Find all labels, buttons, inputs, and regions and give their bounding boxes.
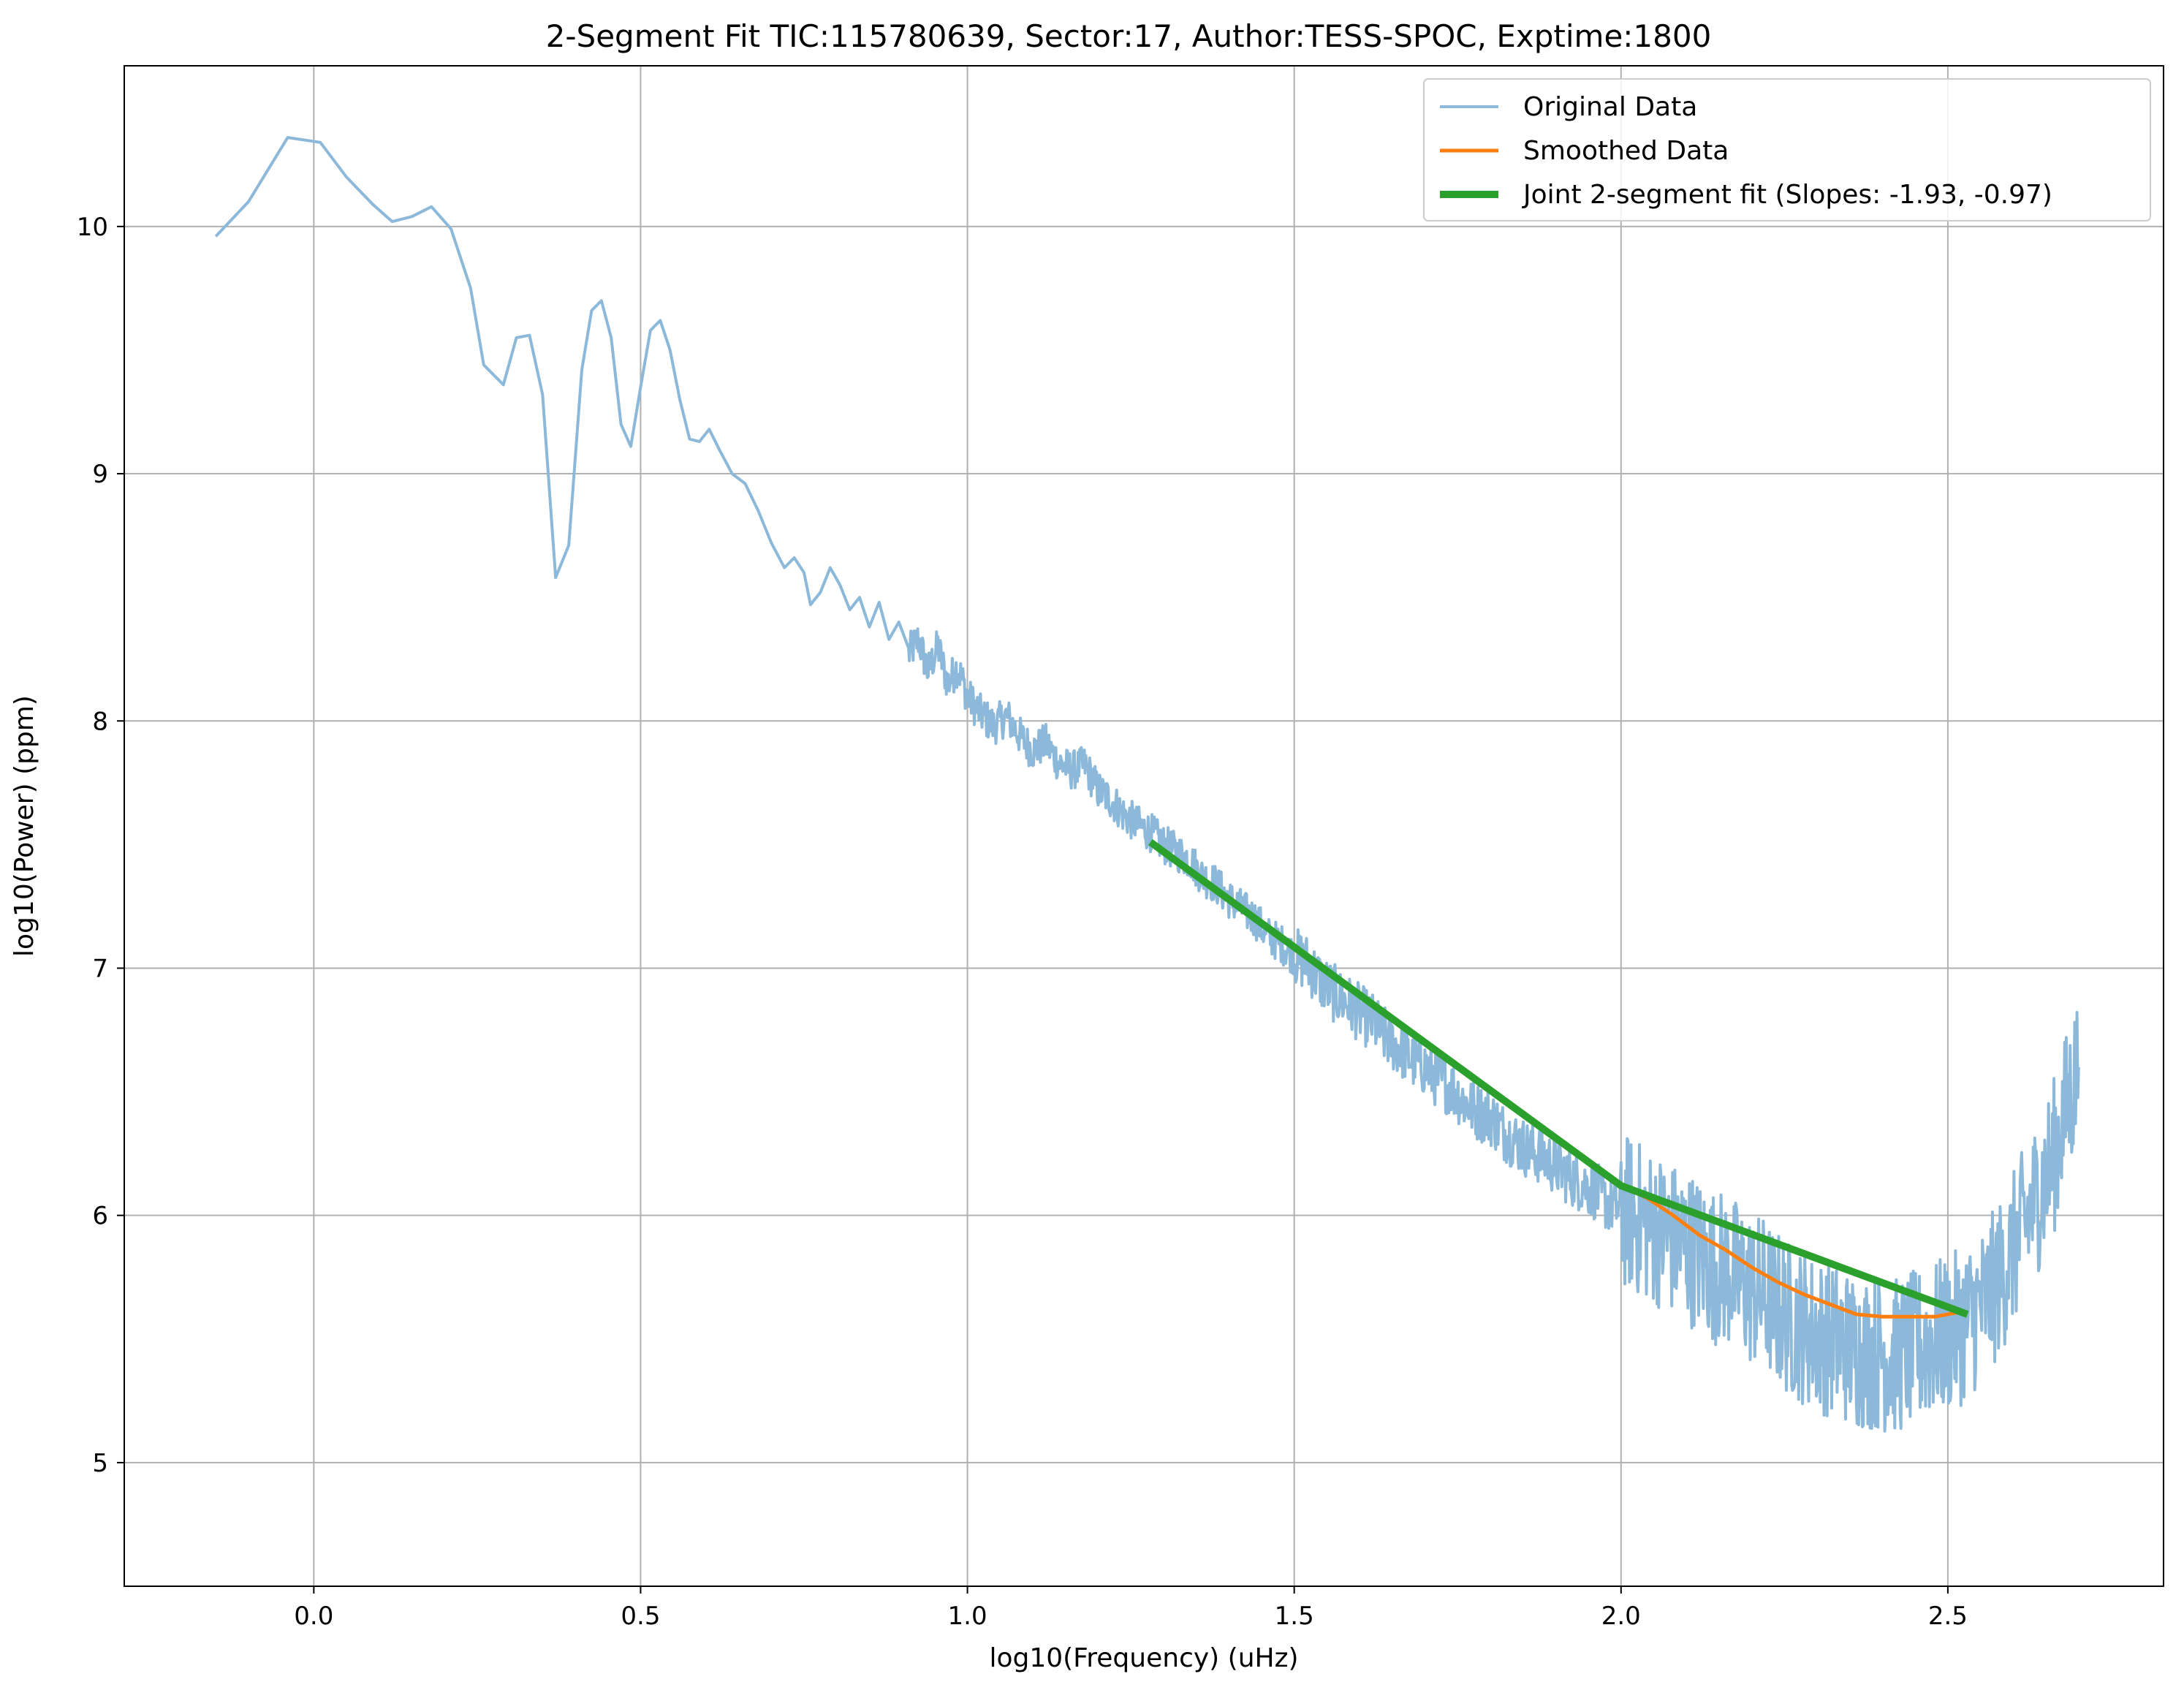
grid [124, 66, 2164, 1586]
legend-label: Joint 2-segment fit (Slopes: -1.93, -0.9… [1522, 180, 2052, 210]
tick-layer: 0.0 0.5 1.0 1.5 2.0 2.5 5 6 7 8 9 10 [77, 213, 1968, 1631]
x-tick-label: 0.5 [621, 1602, 660, 1631]
legend-box [1423, 78, 2151, 221]
y-tick-label: 6 [92, 1202, 108, 1231]
segment-fit-line [1148, 838, 1969, 1318]
smoothed-data-line [1620, 1183, 1962, 1319]
series-layer [214, 136, 2080, 1433]
x-axis-label: log10(Frequency) (uHz) [989, 1643, 1298, 1673]
y-tick-label: 7 [92, 954, 108, 983]
original-data-line [214, 136, 2080, 1433]
x-tick-label: 2.5 [1928, 1602, 1968, 1631]
x-tick-label: 0.0 [294, 1602, 333, 1631]
plot-frame [124, 65, 2164, 1587]
x-tick-label: 1.5 [1275, 1602, 1314, 1631]
x-tick-label: 1.0 [948, 1602, 987, 1631]
x-tick-label: 2.0 [1601, 1602, 1641, 1631]
legend: Original Data Smoothed Data Joint 2-segmen… [1423, 78, 2151, 221]
legend-label: Smoothed Data [1523, 136, 1729, 166]
y-tick-label: 8 [92, 707, 108, 736]
y-axis-label: log10(Power) (ppm) [10, 695, 39, 957]
y-tick-label: 10 [77, 213, 108, 242]
chart-title: 2-Segment Fit TIC:115780639, Sector:17, … [546, 18, 1712, 54]
y-tick-label: 9 [92, 460, 108, 489]
legend-label: Original Data [1523, 92, 1697, 122]
y-tick-label: 5 [92, 1449, 108, 1478]
